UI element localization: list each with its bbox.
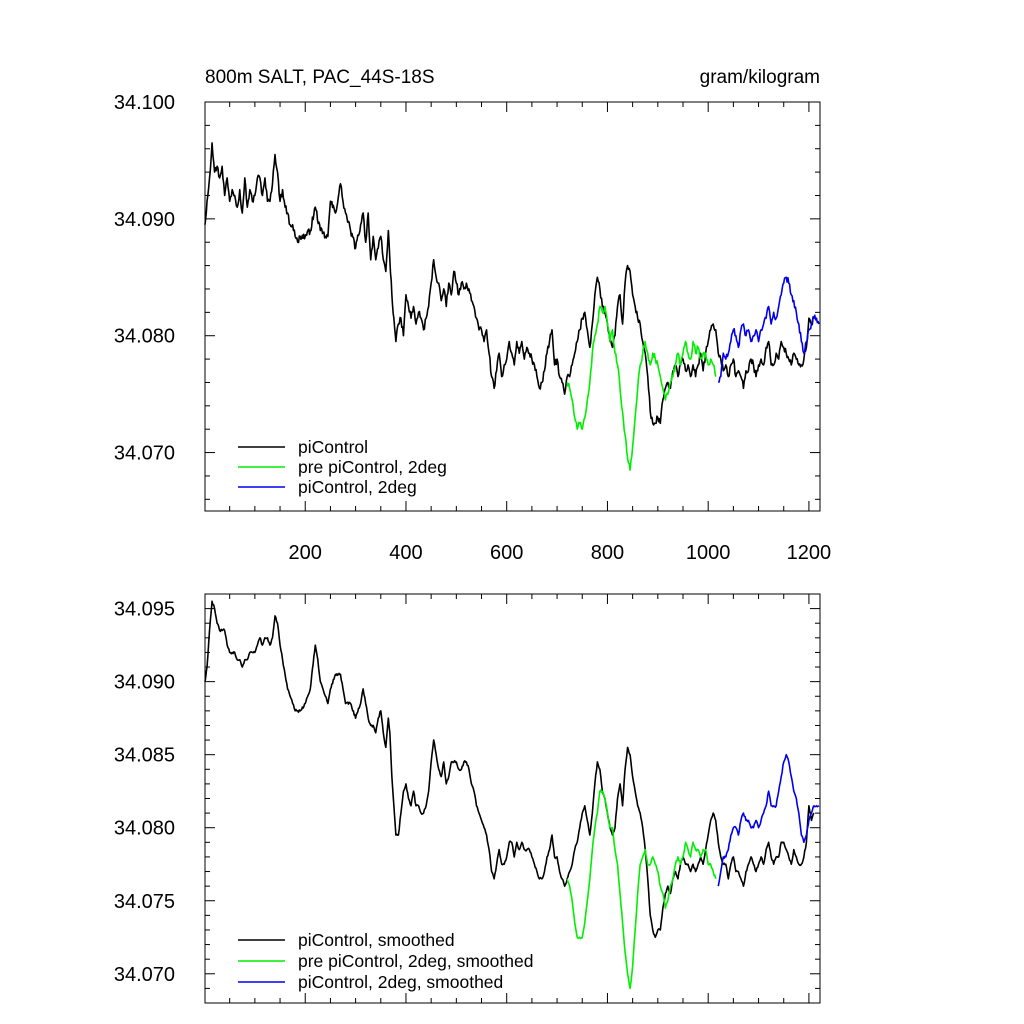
y-tick-label: 34.070 — [114, 964, 175, 986]
top-panel: 800m SALT, PAC_44S-18S gram/kilogram 34.… — [114, 67, 831, 564]
x-tick-label: 400 — [389, 542, 422, 564]
x-tick-label: 200 — [289, 542, 322, 564]
x-tick-labels: 200 400 600 800 1000 1200 — [289, 542, 832, 564]
legend-label: piControl, smoothed — [298, 930, 455, 950]
y-tick-label: 34.095 — [114, 599, 175, 621]
x-tick-label: 1200 — [787, 542, 832, 564]
series-line — [566, 305, 717, 471]
y-tick-label: 34.080 — [114, 326, 175, 348]
bottom-panel: 34.095 34.090 34.085 34.080 34.075 34.070 piC… — [114, 593, 821, 1004]
series-lines — [204, 600, 820, 990]
y-tick-labels: 34.095 34.090 34.085 34.080 34.075 34.070 — [114, 599, 175, 986]
y-tick-label: 34.070 — [114, 443, 175, 465]
legend-label: pre piControl, 2deg, smoothed — [298, 951, 533, 971]
y-tick-label: 34.075 — [114, 891, 175, 913]
series-line — [717, 276, 820, 384]
x-tick-label: 1000 — [686, 542, 731, 564]
y-tick-label: 34.080 — [114, 818, 175, 840]
chart-title: 800m SALT, PAC_44S-18S — [205, 67, 435, 88]
y-tick-label: 34.090 — [114, 209, 175, 231]
y-tick-label: 34.085 — [114, 745, 175, 767]
x-tick-label: 600 — [490, 542, 523, 564]
y-tick-labels: 34.100 34.090 34.080 34.070 — [114, 92, 175, 465]
legend-label: piControl — [298, 437, 368, 457]
units-label: gram/kilogram — [700, 67, 820, 88]
series-line — [566, 789, 717, 990]
series-lines — [204, 142, 820, 471]
x-tick-label: 800 — [591, 542, 624, 564]
legend-label: piControl, 2deg, smoothed — [298, 972, 503, 992]
plot-frame — [204, 593, 821, 1004]
series-line — [717, 753, 820, 887]
series-line — [204, 600, 815, 939]
legend-label: pre piControl, 2deg — [298, 457, 447, 477]
series-line — [204, 142, 815, 426]
y-tick-label: 34.100 — [114, 92, 175, 114]
legend-label: piControl, 2deg — [298, 477, 417, 497]
plot-frame — [204, 101, 821, 512]
y-tick-label: 34.090 — [114, 672, 175, 694]
